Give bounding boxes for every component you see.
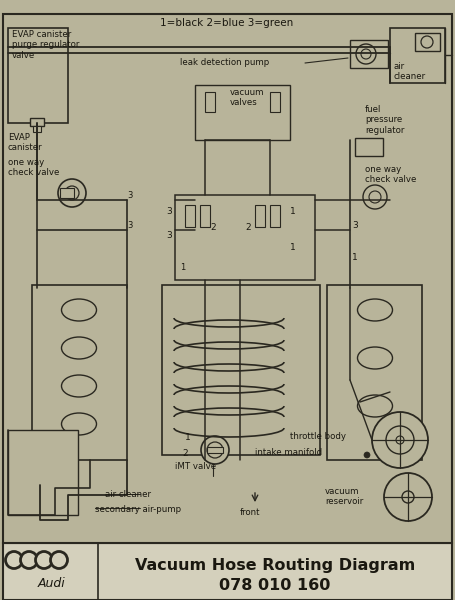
Text: 1: 1 xyxy=(185,433,191,442)
Text: fuel
pressure
regulator: fuel pressure regulator xyxy=(365,105,404,135)
Bar xyxy=(350,40,388,68)
Bar xyxy=(32,285,127,460)
Text: 3: 3 xyxy=(352,220,358,229)
Text: throttle body: throttle body xyxy=(290,432,346,441)
Text: Vacuum Hose Routing Diagram: Vacuum Hose Routing Diagram xyxy=(135,558,415,573)
Text: 3: 3 xyxy=(127,221,133,230)
Circle shape xyxy=(386,426,414,454)
Text: 1: 1 xyxy=(180,263,186,272)
Circle shape xyxy=(421,36,433,48)
Circle shape xyxy=(369,191,381,203)
Circle shape xyxy=(384,473,432,521)
Text: intake manifold: intake manifold xyxy=(255,448,322,457)
Text: 1: 1 xyxy=(290,208,296,217)
Text: iMT valve: iMT valve xyxy=(175,462,216,471)
Text: one way
check valve: one way check valve xyxy=(365,165,416,184)
Bar xyxy=(3,543,452,600)
Bar xyxy=(60,188,74,198)
Bar xyxy=(30,118,44,126)
Circle shape xyxy=(51,551,67,569)
Ellipse shape xyxy=(358,299,393,321)
Ellipse shape xyxy=(358,347,393,369)
Bar xyxy=(195,85,290,140)
Text: vacuum
valves: vacuum valves xyxy=(230,88,264,107)
Bar xyxy=(355,138,383,156)
Bar xyxy=(8,28,68,123)
Bar xyxy=(415,33,440,51)
Text: 1: 1 xyxy=(290,244,296,253)
Circle shape xyxy=(402,491,414,503)
Bar xyxy=(200,205,210,227)
Bar xyxy=(162,285,320,455)
Bar xyxy=(270,92,280,112)
Circle shape xyxy=(5,551,22,569)
Bar xyxy=(8,430,78,515)
Bar xyxy=(270,205,280,227)
Circle shape xyxy=(20,551,37,569)
Ellipse shape xyxy=(61,375,96,397)
Text: EVAP
canister: EVAP canister xyxy=(8,133,43,152)
Text: 078 010 160: 078 010 160 xyxy=(219,578,331,593)
Text: 3: 3 xyxy=(127,191,133,200)
Bar xyxy=(175,195,315,280)
Bar xyxy=(185,205,195,227)
Circle shape xyxy=(372,412,428,468)
Bar xyxy=(390,28,445,83)
Circle shape xyxy=(361,49,371,59)
Circle shape xyxy=(201,436,229,464)
Circle shape xyxy=(363,185,387,209)
Bar xyxy=(33,126,41,132)
Text: leak detection pump: leak detection pump xyxy=(180,58,269,67)
Text: Audi: Audi xyxy=(38,577,66,590)
Circle shape xyxy=(35,551,52,569)
Text: 2: 2 xyxy=(182,449,188,457)
Text: air cleaner: air cleaner xyxy=(105,490,151,499)
Bar xyxy=(3,14,452,543)
Bar xyxy=(205,92,215,112)
Text: 1=black 2=blue 3=green: 1=black 2=blue 3=green xyxy=(160,18,293,28)
Text: 3: 3 xyxy=(166,208,172,217)
Bar xyxy=(255,205,265,227)
Text: secondary air-pump: secondary air-pump xyxy=(95,505,181,514)
Ellipse shape xyxy=(61,337,96,359)
Text: front: front xyxy=(240,508,261,517)
Ellipse shape xyxy=(61,413,96,435)
Text: 2: 2 xyxy=(245,223,251,232)
Circle shape xyxy=(58,179,86,207)
Text: EVAP canister
purge regulator
valve: EVAP canister purge regulator valve xyxy=(12,30,79,60)
Circle shape xyxy=(396,436,404,444)
Circle shape xyxy=(364,452,370,458)
Ellipse shape xyxy=(61,299,96,321)
Circle shape xyxy=(65,186,79,200)
Bar xyxy=(207,447,223,453)
Circle shape xyxy=(356,44,376,64)
Text: vacuum
reservoir: vacuum reservoir xyxy=(325,487,363,506)
Bar xyxy=(327,285,422,460)
Text: 3: 3 xyxy=(166,230,172,239)
Text: 2: 2 xyxy=(210,223,216,232)
Ellipse shape xyxy=(358,395,393,417)
Text: 1: 1 xyxy=(352,253,358,263)
Text: air
cleaner: air cleaner xyxy=(394,62,426,82)
Text: one way
check valve: one way check valve xyxy=(8,158,59,178)
Circle shape xyxy=(207,442,223,458)
